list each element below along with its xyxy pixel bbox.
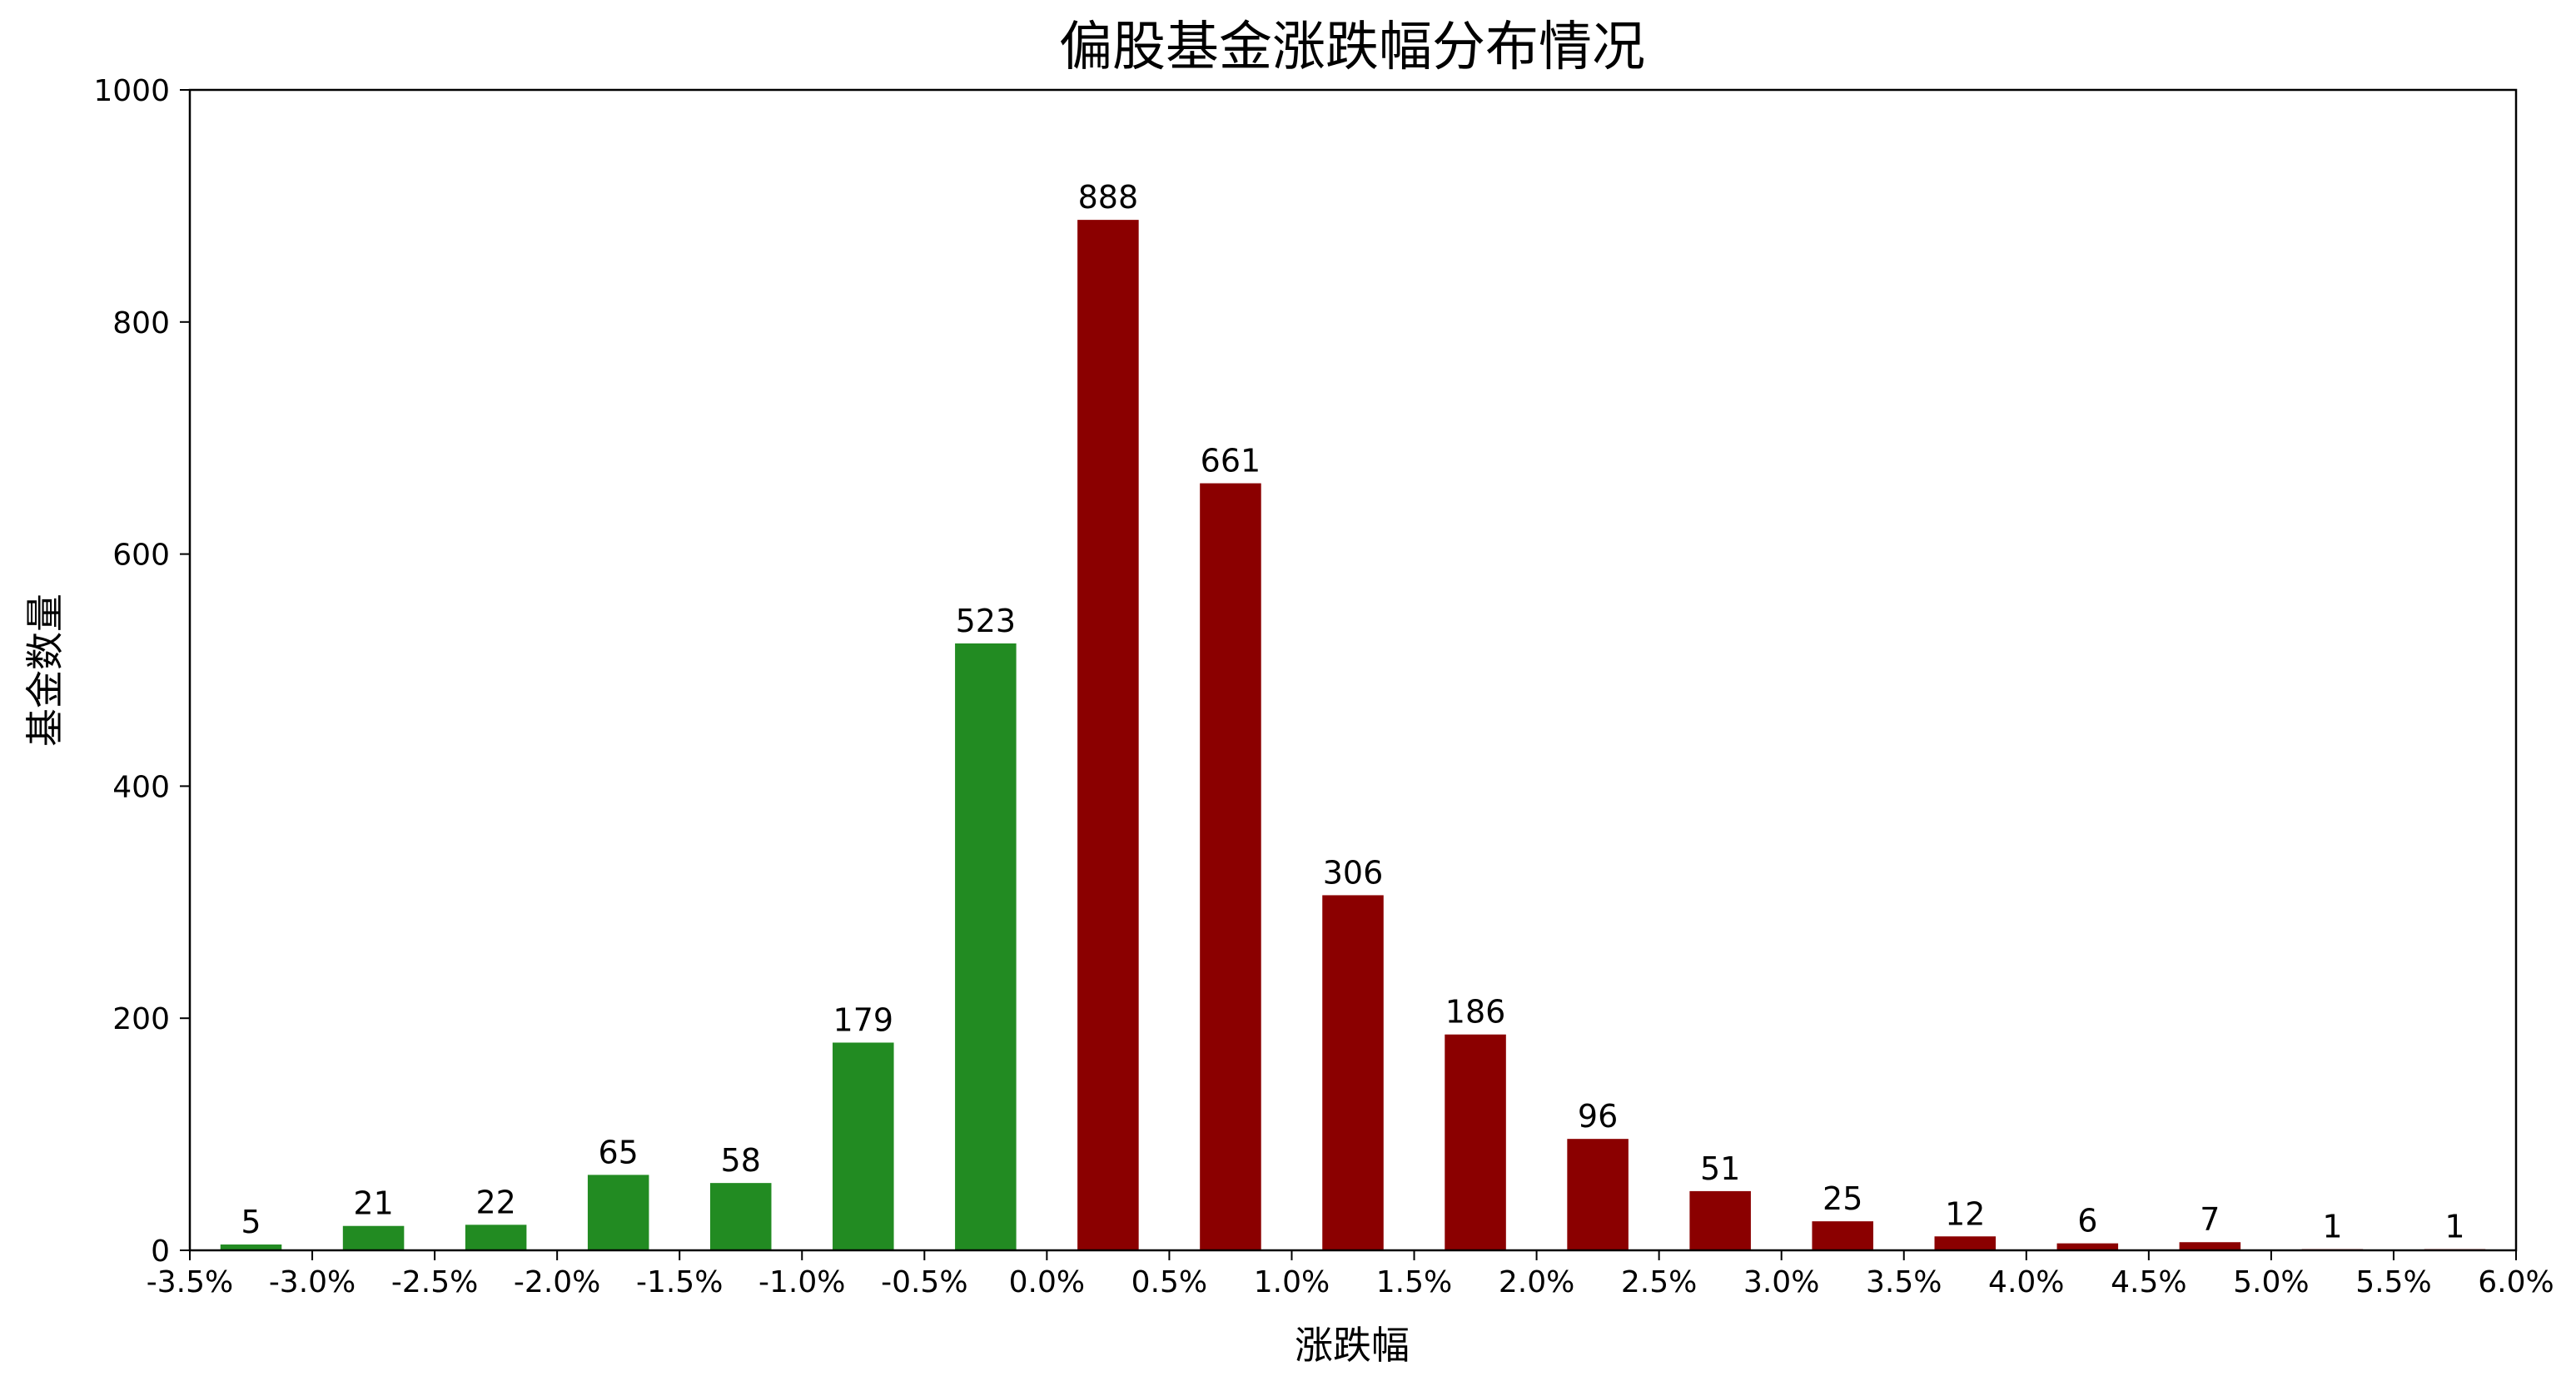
x-tick-label: -2.0% xyxy=(514,1265,600,1299)
x-tick-label: 3.0% xyxy=(1743,1265,1819,1299)
bar-value-label: 51 xyxy=(1700,1150,1740,1187)
bar-value-label: 96 xyxy=(1578,1098,1618,1135)
bar-value-label: 58 xyxy=(721,1142,761,1179)
bar-value-label: 1 xyxy=(2444,1209,2464,1245)
bar-10 xyxy=(1322,895,1384,1250)
bar-value-label: 12 xyxy=(1945,1195,1985,1232)
x-tick-label: -2.5% xyxy=(391,1265,478,1299)
bar-value-label: 7 xyxy=(2200,1201,2220,1238)
bar-value-label: 22 xyxy=(475,1184,515,1220)
bar-16 xyxy=(2056,1243,2119,1250)
x-tick-label: 5.5% xyxy=(2355,1265,2431,1299)
x-tick-label: 6.0% xyxy=(2478,1265,2554,1299)
y-tick-label: 800 xyxy=(112,306,170,340)
plot-area: 5 21 22 65 58 179 523 888 661 306 186 96 51 25 12 6 7 1 1 -… xyxy=(93,74,2554,1299)
bar-5 xyxy=(709,1183,772,1250)
x-tick-label: 2.5% xyxy=(1621,1265,1697,1299)
bar-13 xyxy=(1689,1190,1751,1250)
x-tick-label: -0.5% xyxy=(881,1265,967,1299)
x-tick-label: 1.5% xyxy=(1376,1265,1452,1299)
bar-value-label: 888 xyxy=(1078,179,1139,216)
x-tick-label: 0.5% xyxy=(1131,1265,1207,1299)
y-axis-title: 基金数量 xyxy=(22,594,67,747)
x-tick-label: -1.5% xyxy=(636,1265,723,1299)
bar-6 xyxy=(833,1042,894,1250)
bar-value-label: 21 xyxy=(353,1185,393,1222)
bar-11 xyxy=(1445,1034,1506,1250)
x-tick-label: -1.0% xyxy=(758,1265,845,1299)
y-tick-label: 600 xyxy=(112,539,170,573)
bar-value-label: 523 xyxy=(956,603,1017,639)
bar-9 xyxy=(1200,483,1261,1250)
x-tick-label: 3.5% xyxy=(1866,1265,1942,1299)
y-tick-label: 200 xyxy=(112,1002,170,1036)
bar-4 xyxy=(587,1175,649,1250)
y-tick-label: 400 xyxy=(112,770,170,804)
y-tick-label: 1000 xyxy=(93,74,170,108)
bar-7 xyxy=(955,643,1017,1250)
x-tick-label: -3.5% xyxy=(147,1265,233,1299)
x-tick-label: -3.0% xyxy=(269,1265,356,1299)
bar-8 xyxy=(1077,220,1139,1251)
bar-2 xyxy=(342,1225,405,1250)
bar-value-label: 661 xyxy=(1201,443,1261,479)
bar-3 xyxy=(465,1225,527,1250)
bar-value-label: 25 xyxy=(1823,1180,1862,1217)
plot-frame xyxy=(188,88,2518,1252)
chart-title: 偏股基金涨跌幅分布情况 xyxy=(1059,17,1645,78)
x-tick-label: 0.0% xyxy=(1009,1265,1085,1299)
bar-17 xyxy=(2179,1242,2241,1250)
bar-value-label: 186 xyxy=(1445,994,1506,1031)
x-tick-label: 5.0% xyxy=(2233,1265,2309,1299)
bar-value-label: 179 xyxy=(833,1001,894,1038)
bar-value-label: 6 xyxy=(2077,1203,2097,1239)
bar-value-label: 5 xyxy=(241,1204,261,1240)
x-tick-label: 1.0% xyxy=(1254,1265,1330,1299)
y-tick-label: 0 xyxy=(151,1234,170,1269)
bar-15 xyxy=(1934,1236,1997,1250)
bar-12 xyxy=(1567,1139,1629,1250)
x-tick-label: 4.5% xyxy=(2111,1265,2186,1299)
x-tick-label: 2.0% xyxy=(1499,1265,1574,1299)
bar-value-label: 65 xyxy=(599,1134,639,1170)
bar-value-label: 1 xyxy=(2322,1209,2342,1245)
bar-value-label: 306 xyxy=(1323,854,1384,891)
x-tick-label: 4.0% xyxy=(1988,1265,2064,1299)
bar-1 xyxy=(220,1244,282,1250)
x-axis-title: 涨跌幅 xyxy=(1295,1323,1410,1368)
bar-14 xyxy=(1812,1221,1873,1250)
